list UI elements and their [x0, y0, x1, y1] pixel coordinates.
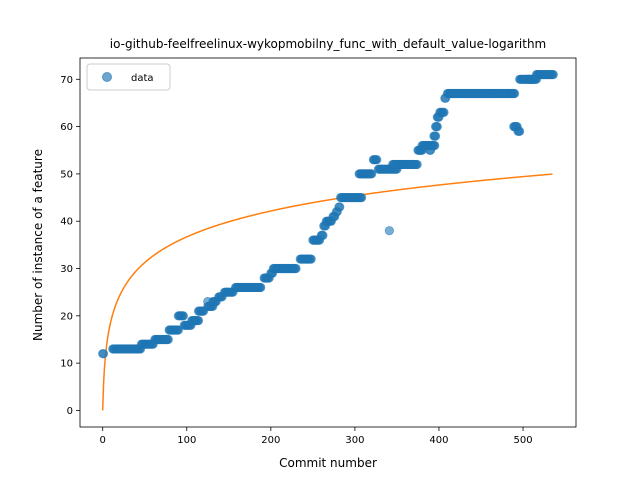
- data-point: [432, 122, 442, 132]
- y-tick-label: 20: [60, 311, 73, 322]
- data-point: [163, 334, 173, 345]
- data-point: [367, 169, 377, 179]
- legend-marker-data: [102, 72, 112, 82]
- y-tick-label: 60: [60, 122, 73, 133]
- data-point: [439, 107, 449, 118]
- legend-label-data: data: [131, 73, 154, 84]
- data-point: [425, 145, 436, 155]
- data-point: [431, 131, 441, 141]
- y-tick-label: 70: [60, 75, 73, 86]
- fit-curve-layer: [101, 173, 553, 411]
- data-point: [384, 226, 394, 236]
- axes-layer: 0 100 200 300 400 500 0 10 20 30 40 50 60 70: [60, 57, 577, 446]
- y-tick-label: 50: [60, 169, 73, 180]
- data-point: [193, 315, 204, 326]
- data-point: [412, 159, 422, 170]
- data-point: [515, 126, 525, 136]
- data-point: [318, 230, 328, 240]
- x-tick-label: 0: [100, 435, 106, 446]
- data-point: [178, 311, 188, 321]
- x-tick-label: 300: [345, 435, 364, 446]
- y-tick-label: 10: [60, 359, 73, 370]
- data-points-layer: [98, 69, 558, 359]
- x-axis-label: Commit number: [279, 456, 377, 470]
- x-tick-label: 200: [261, 435, 280, 446]
- data-point: [98, 349, 109, 359]
- data-point: [510, 88, 520, 99]
- data-point: [357, 192, 367, 203]
- data-point: [256, 282, 266, 293]
- data-point: [291, 263, 301, 274]
- data-point: [306, 254, 316, 264]
- legend: data: [86, 63, 171, 91]
- y-tick-label: 0: [67, 406, 73, 417]
- fit-curve: [101, 173, 553, 411]
- x-tick-label: 400: [429, 435, 448, 446]
- y-tick-label: 30: [60, 264, 73, 275]
- axes-frame: [79, 57, 577, 428]
- chart-title: io-github-feelfreelinux-wykopmobilny_fun…: [110, 37, 547, 51]
- x-tick-label: 100: [177, 435, 196, 446]
- data-point: [548, 69, 558, 80]
- data-point: [372, 155, 382, 165]
- data-point: [335, 202, 345, 212]
- y-tick-label: 40: [60, 217, 73, 228]
- legend-box: [86, 63, 171, 91]
- data-point: [173, 325, 183, 335]
- y-axis-label: Number of instance of a feature: [31, 149, 45, 341]
- x-tick-label: 500: [513, 435, 532, 446]
- data-point: [203, 297, 213, 307]
